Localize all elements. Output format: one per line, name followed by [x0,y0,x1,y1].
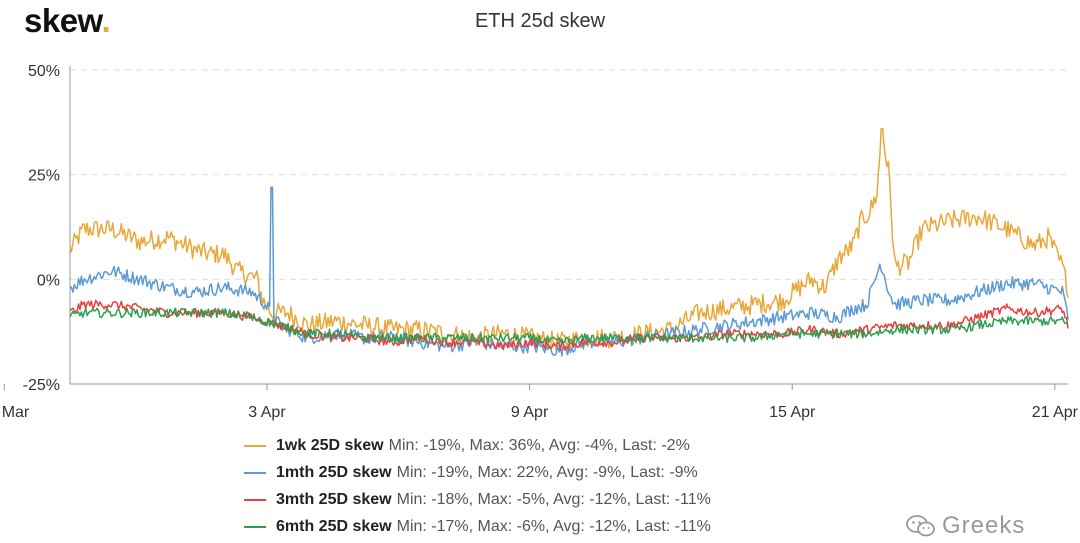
y-tick-label: 25% [28,168,60,185]
legend-swatch-3mth [244,498,266,501]
wechat-icon [906,515,935,537]
legend-item-6mth[interactable]: 6mth 25D skew Min: -17%, Max: -6%, Avg: … [244,513,711,540]
legend: 1wk 25D skew Min: -19%, Max: 36%, Avg: -… [244,432,711,540]
legend-item-3mth[interactable]: 3mth 25D skew Min: -18%, Max: -5%, Avg: … [244,486,711,513]
y-tick-label: 50% [28,63,60,80]
chart-title: ETH 25d skew [474,10,606,32]
chart-area: 50% 25% 0% -25% 28 Mar 3 Apr 9 Apr 15 Apr 21 Apr [0,63,1079,421]
grid-layer [70,69,1068,280]
legend-name-1mth: 1mth 25D skew [276,464,392,481]
series-layer [69,127,1069,357]
series-line-6mth [69,307,1069,346]
watermark-text: Greeks [942,512,1026,539]
skew-logo: skew. [24,2,111,40]
y-tick-label: 0% [37,272,60,289]
legend-item-1wk[interactable]: 1wk 25D skew Min: -19%, Max: 36%, Avg: -… [244,432,711,459]
axis-layer: 50% 25% 0% -25% 28 Mar 3 Apr 9 Apr 15 Apr 21 Apr [0,63,1079,421]
legend-stats-1mth: Min: -19%, Max: 22%, Avg: -9%, Last: -9% [396,464,698,481]
x-tick-label: 15 Apr [769,404,816,421]
x-tick-label: 28 Mar [0,404,30,421]
legend-name-3mth: 3mth 25D skew [276,491,392,508]
legend-name-6mth: 6mth 25D skew [276,518,392,535]
y-tick-label: -25% [23,377,60,394]
series-line-1wk [69,127,1069,352]
legend-stats-6mth: Min: -17%, Max: -6%, Avg: -12%, Last: -1… [396,518,711,535]
x-tick-label: 3 Apr [248,404,286,421]
legend-stats-3mth: Min: -18%, Max: -5%, Avg: -12%, Last: -1… [396,491,711,508]
watermark: Greeks [906,512,1025,540]
legend-name-1wk: 1wk 25D skew [276,437,384,454]
legend-swatch-1mth [244,471,266,474]
brand-dot: . [101,2,111,39]
brand-name: skew [24,2,102,39]
legend-swatch-1wk [244,444,266,447]
legend-swatch-6mth [244,525,266,528]
legend-item-1mth[interactable]: 1mth 25D skew Min: -19%, Max: 22%, Avg: … [244,459,711,486]
x-tick-label: 9 Apr [511,404,549,421]
x-tick-label: 21 Apr [1032,404,1079,421]
legend-stats-1wk: Min: -19%, Max: 36%, Avg: -4%, Last: -2% [388,437,690,454]
